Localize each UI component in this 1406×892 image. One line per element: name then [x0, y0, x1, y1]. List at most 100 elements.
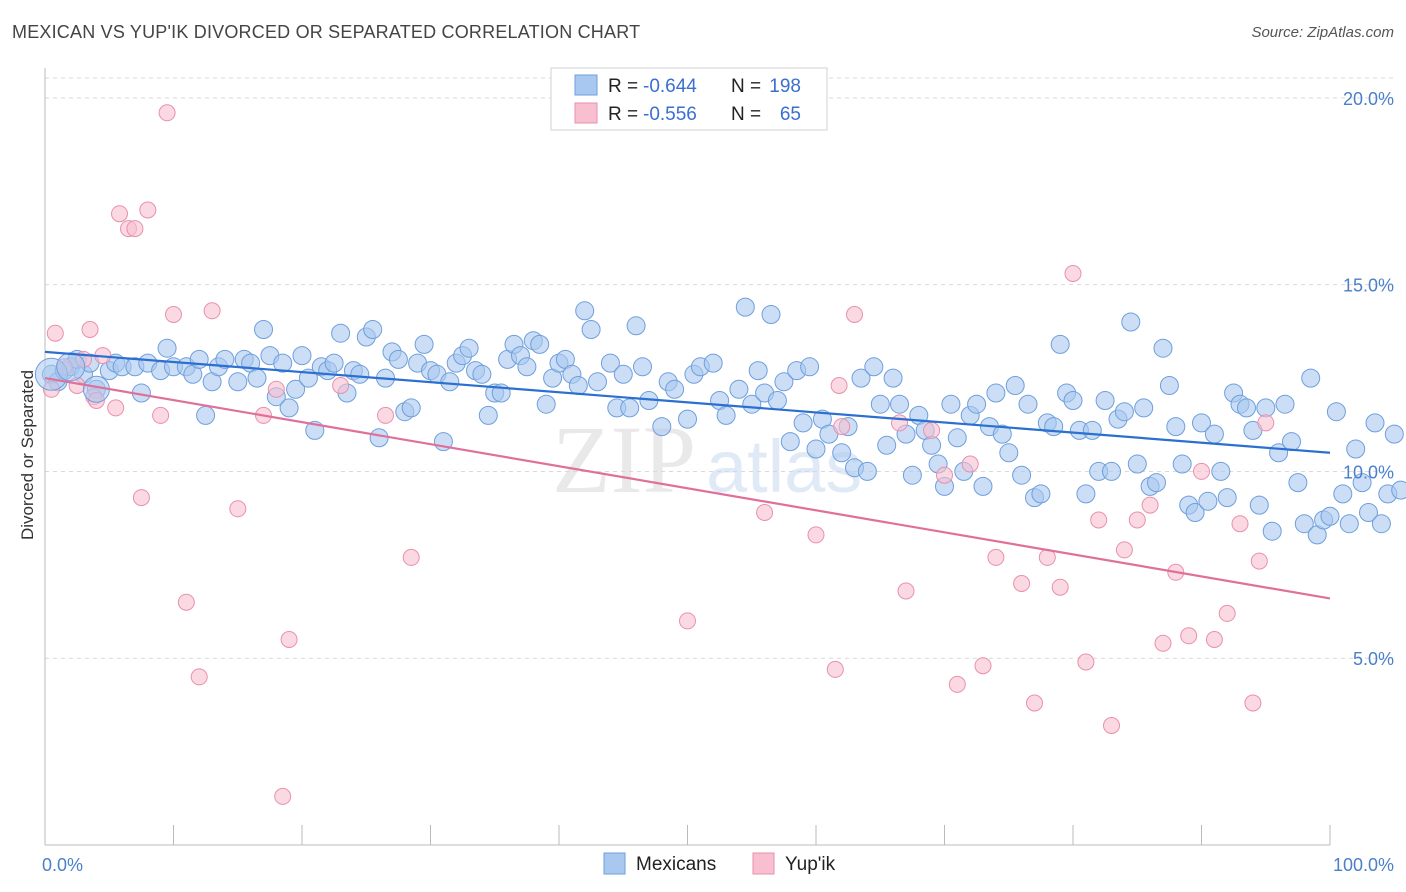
mexicans-point	[1359, 503, 1378, 522]
mexicans-point	[1288, 473, 1308, 493]
mexicans-point	[890, 394, 909, 414]
mexicans-point	[967, 394, 987, 414]
yupik-point	[46, 324, 64, 342]
mexicans-point	[665, 379, 685, 399]
y-tick-labels: 5.0% 10.0% 15.0% 20.0%	[1343, 89, 1394, 669]
mexicans-point	[716, 405, 736, 425]
yupik-point	[229, 500, 247, 518]
mexicans-point	[992, 424, 1012, 444]
yupik-point	[756, 504, 774, 521]
mexicans-point	[703, 353, 723, 373]
yupik-point	[165, 306, 182, 323]
y-axis-label: Divorced or Separated	[18, 370, 37, 540]
yupik-point	[177, 593, 195, 611]
mexicans-point	[331, 323, 351, 343]
mexicans-point	[1262, 521, 1282, 541]
mexicans-point	[1346, 439, 1366, 459]
yupik-point	[280, 631, 298, 648]
mexicans-point	[793, 413, 813, 433]
yupik-point	[1090, 511, 1108, 529]
mexicans-point	[324, 353, 344, 373]
mexicans-point	[1063, 391, 1083, 410]
mexicans-point	[1050, 334, 1070, 354]
mexicans-point	[1333, 484, 1353, 504]
yupik-point	[139, 201, 157, 219]
mexicans-point	[729, 379, 749, 399]
yupik-point	[152, 406, 170, 424]
yupik-point	[830, 377, 848, 394]
yupik-point	[1218, 604, 1236, 622]
yupik-trend-line	[44, 376, 1331, 600]
mexicans-point	[254, 320, 273, 339]
legend-r-label-mexicans: R =	[608, 76, 638, 97]
mexicans-point	[870, 394, 890, 414]
mexicans-point	[1249, 495, 1269, 515]
mexicans-point	[1211, 461, 1231, 481]
mexicans-point	[1301, 368, 1321, 388]
mexicans-point	[517, 357, 537, 377]
mexicans-point	[1326, 402, 1346, 422]
yupik-point	[961, 455, 979, 473]
mexicans-point	[228, 372, 248, 392]
mexicans-point	[1127, 454, 1147, 474]
yupik-point	[1128, 511, 1146, 529]
mexicans-point	[530, 334, 550, 354]
mexicans-point	[1147, 473, 1166, 493]
y-tick-label-1: 10.0%	[1343, 462, 1394, 482]
mexicans-point	[286, 379, 306, 399]
yupik-point	[1205, 631, 1223, 648]
x-tick-label-min: 0.0%	[42, 855, 83, 875]
yupik-point	[1180, 627, 1198, 645]
mexicans-point	[1204, 424, 1224, 444]
mexicans-point	[1365, 413, 1385, 433]
yupik-point	[81, 321, 99, 338]
mexicans-point	[652, 417, 672, 437]
mexicans-point	[1275, 394, 1295, 414]
points-layer	[34, 104, 1406, 805]
mexicans-point	[1294, 514, 1314, 534]
yupik-point	[190, 668, 208, 686]
mexicans-point	[1076, 484, 1096, 504]
mexicans-point	[902, 465, 922, 485]
yupik-point	[1103, 717, 1120, 734]
y-tick-label-0: 5.0%	[1353, 649, 1394, 669]
mexicans-point	[620, 398, 640, 418]
yupik-point	[132, 489, 150, 507]
mexicans-point	[780, 432, 800, 452]
mexicans-point	[1018, 394, 1038, 414]
yupik-point	[1244, 694, 1262, 712]
yupik-point	[267, 380, 285, 398]
legend-swatch-yupik	[574, 102, 598, 124]
legend-n-value-yupik: 65	[780, 104, 801, 125]
yupik-point	[679, 612, 696, 630]
mexicans-point	[1153, 338, 1173, 358]
bottom-legend-swatch-yupik	[752, 852, 775, 875]
mexicans-point	[247, 368, 267, 388]
mexicans-point	[279, 398, 299, 418]
bottom-legend-label-yupik: Yup'ik	[785, 854, 836, 875]
mexicans-point	[350, 364, 370, 384]
yupik-point	[126, 220, 144, 238]
mexicans-point	[189, 349, 209, 369]
yupik-point	[158, 104, 176, 122]
mexicans-point	[600, 353, 620, 373]
yupik-point	[923, 421, 941, 439]
mexicans-point	[1256, 398, 1276, 418]
yupik-point	[1257, 414, 1275, 432]
mexicans-point	[1384, 424, 1404, 444]
mexicans-point	[1192, 413, 1211, 433]
chart-source: Source: ZipAtlas.com	[1251, 24, 1394, 41]
bottom-legend: Mexicans Yup'ik	[603, 852, 836, 875]
mexicans-point	[1320, 506, 1340, 526]
mexicans-point	[1082, 420, 1102, 440]
mexicans-point	[1371, 514, 1391, 534]
mexicans-point	[273, 353, 293, 373]
yupik-point	[1141, 496, 1159, 514]
yupik-point	[1250, 552, 1268, 570]
mexicans-point	[1102, 461, 1121, 481]
yupik-point	[974, 657, 992, 675]
mexicans-point	[1159, 376, 1179, 395]
yupik-point	[807, 526, 825, 544]
mexicans-point	[1172, 454, 1192, 474]
mexicans-point	[767, 391, 787, 410]
